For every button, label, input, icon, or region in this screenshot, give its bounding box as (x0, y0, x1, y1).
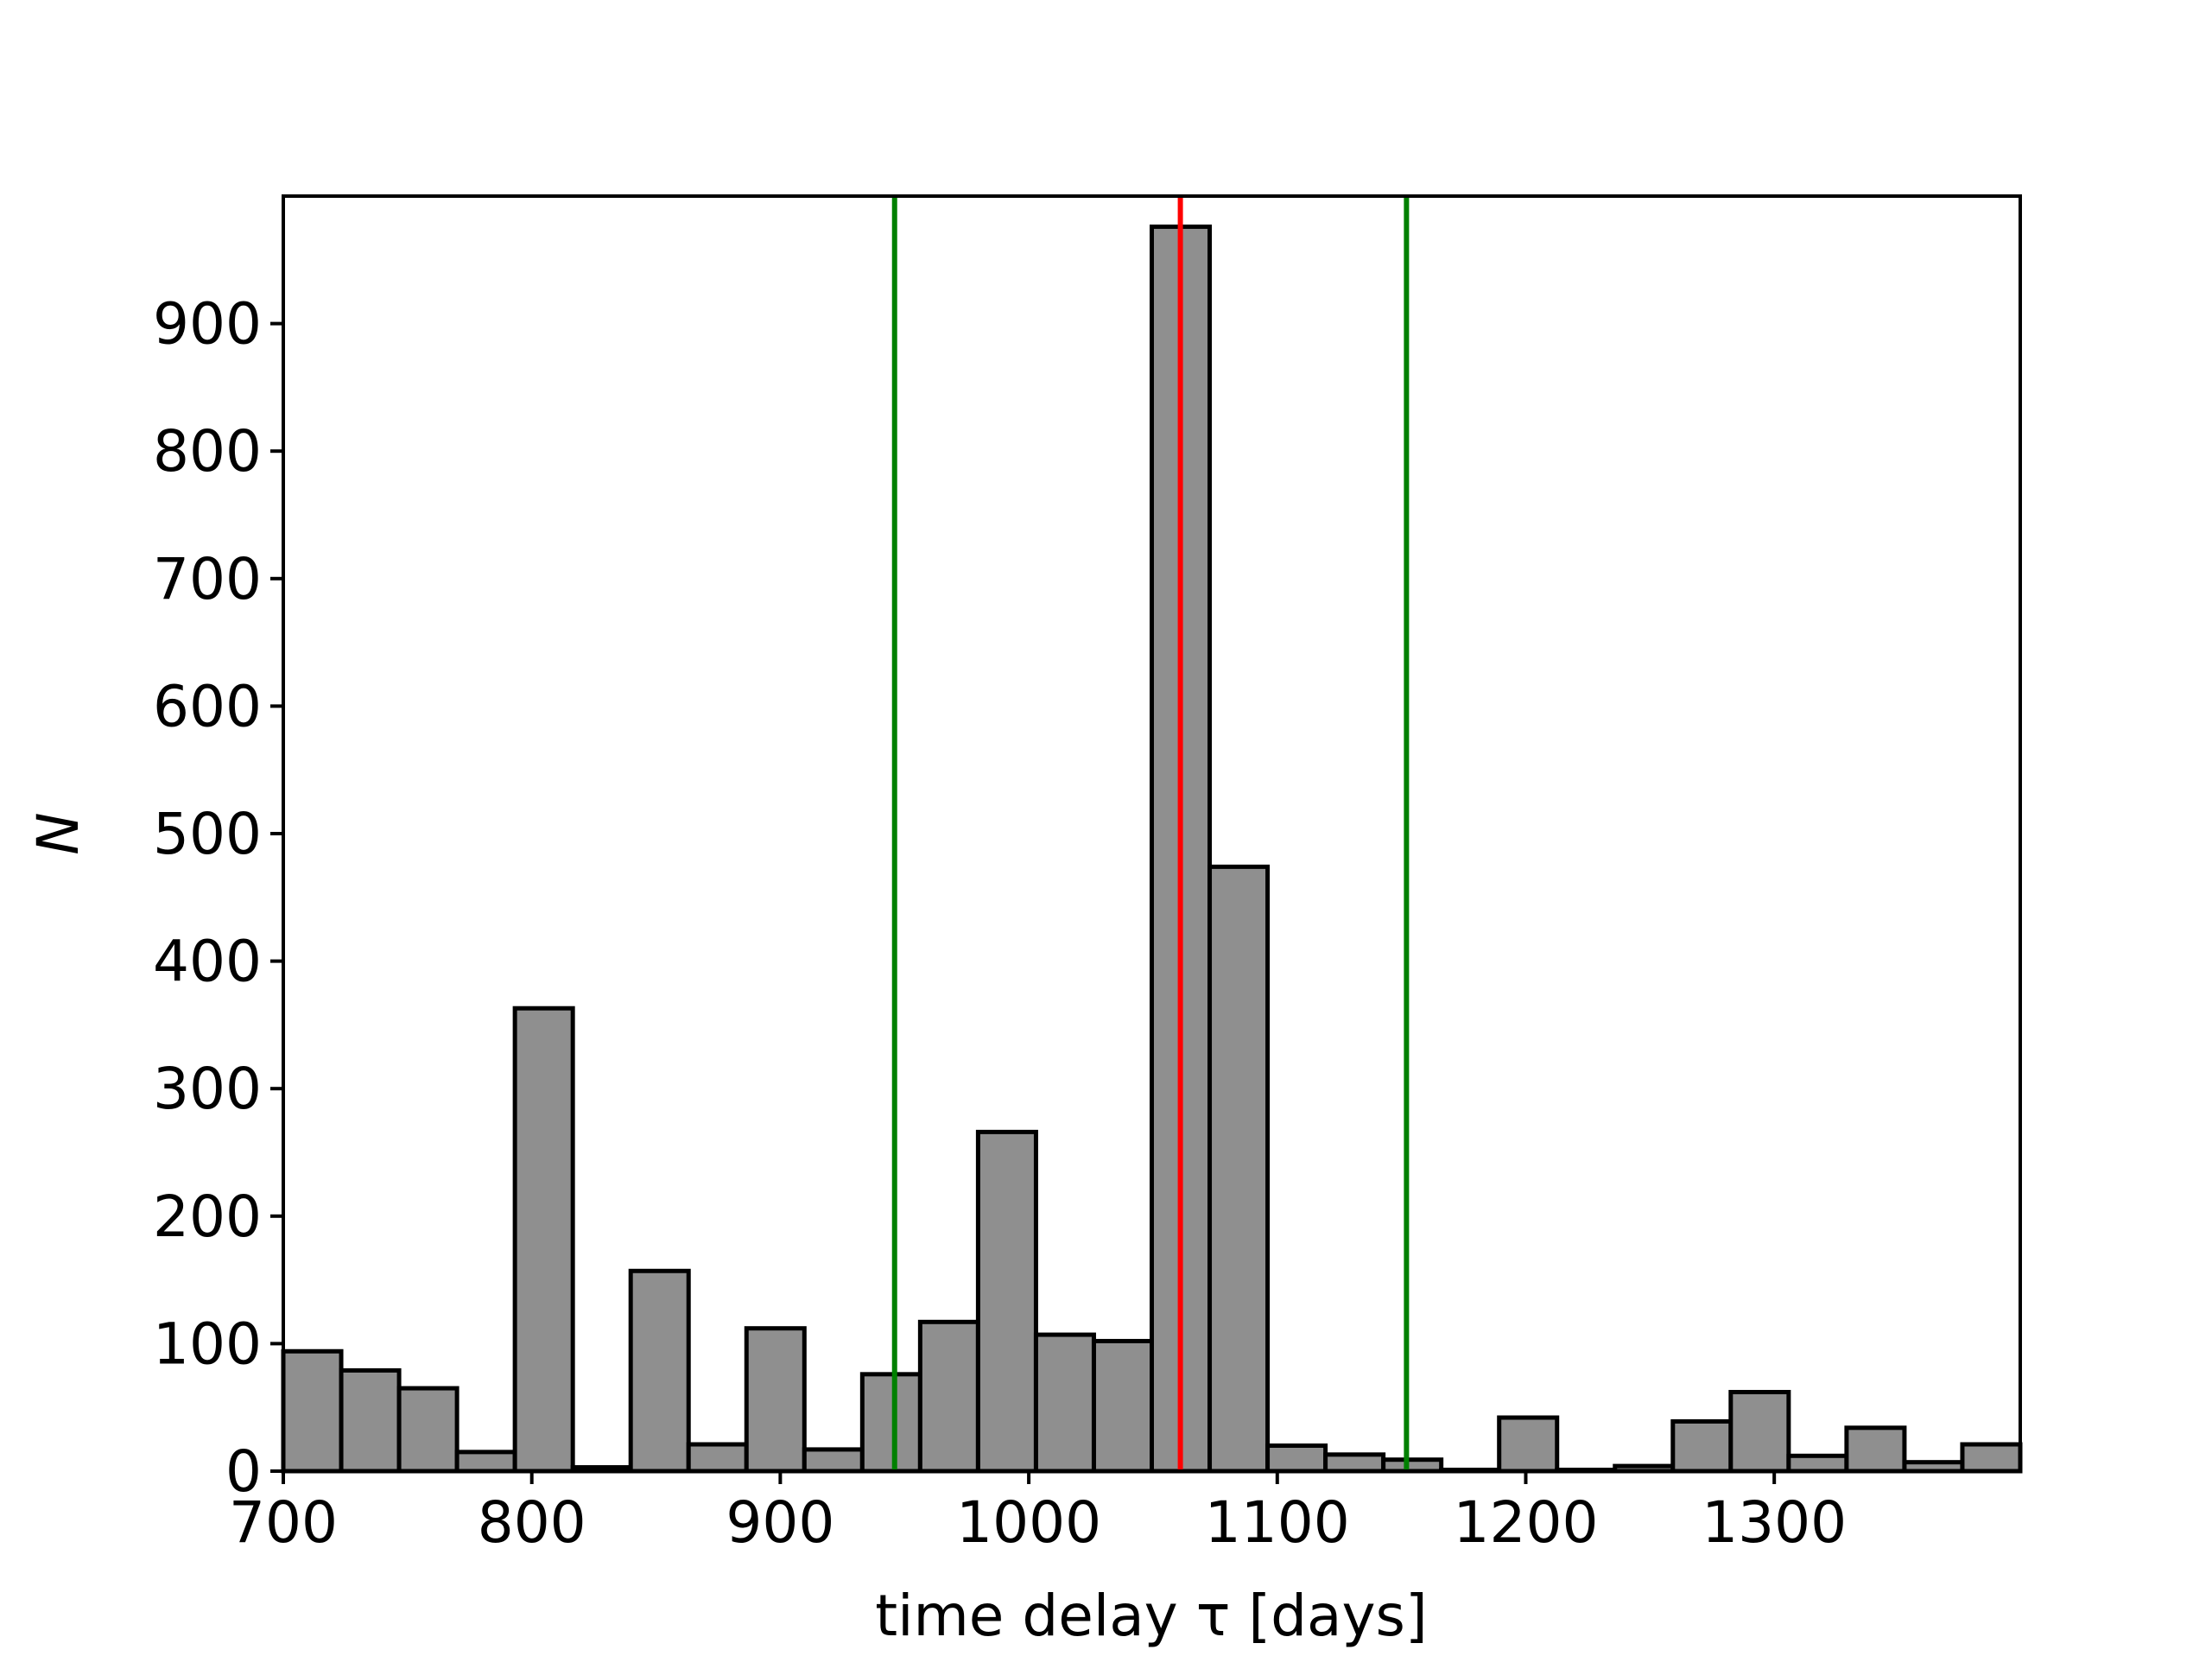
bar (802, 1447, 865, 1474)
bar (628, 1268, 691, 1474)
bar (1323, 1452, 1386, 1474)
bar (1033, 1332, 1096, 1474)
bar (339, 1367, 402, 1474)
bar (512, 1006, 575, 1474)
y-tick-label: 500 (153, 801, 262, 867)
x-axis-label: time delay τ [days] (875, 1583, 1427, 1649)
bar (1670, 1418, 1733, 1474)
bar (1207, 864, 1271, 1474)
y-tick-label: 400 (153, 929, 262, 995)
y-tick-label: 600 (153, 673, 262, 739)
x-tick-label: 1100 (1205, 1489, 1350, 1556)
bar (396, 1386, 460, 1474)
x-tick-label: 1200 (1453, 1489, 1598, 1556)
bar (1265, 1443, 1328, 1474)
x-tick-label: 1000 (956, 1489, 1101, 1556)
x-tick-label: 700 (229, 1489, 338, 1556)
x-tick-label: 800 (478, 1489, 586, 1556)
y-tick-label: 700 (153, 546, 262, 612)
bar (1844, 1425, 1907, 1474)
bar (1497, 1415, 1560, 1474)
x-tick-label: 900 (726, 1489, 834, 1556)
y-tick-label: 900 (153, 291, 262, 358)
bar (917, 1319, 980, 1474)
y-axis-label: N (25, 812, 92, 854)
y-tick-label: 200 (153, 1183, 262, 1250)
y-tick-label: 800 (153, 418, 262, 485)
bar (1728, 1389, 1791, 1474)
bar (859, 1372, 922, 1474)
bar (281, 1348, 344, 1474)
x-tick-label: 1300 (1702, 1489, 1847, 1556)
bar (1786, 1453, 1849, 1474)
bar (686, 1442, 749, 1474)
bar (1960, 1442, 2023, 1474)
y-tick-label: 300 (153, 1056, 262, 1122)
y-tick-label: 100 (153, 1310, 262, 1377)
y-tick-label: 0 (225, 1438, 262, 1505)
bar (975, 1129, 1038, 1474)
bar (744, 1326, 807, 1474)
bar (1091, 1338, 1155, 1474)
bar (454, 1450, 517, 1474)
